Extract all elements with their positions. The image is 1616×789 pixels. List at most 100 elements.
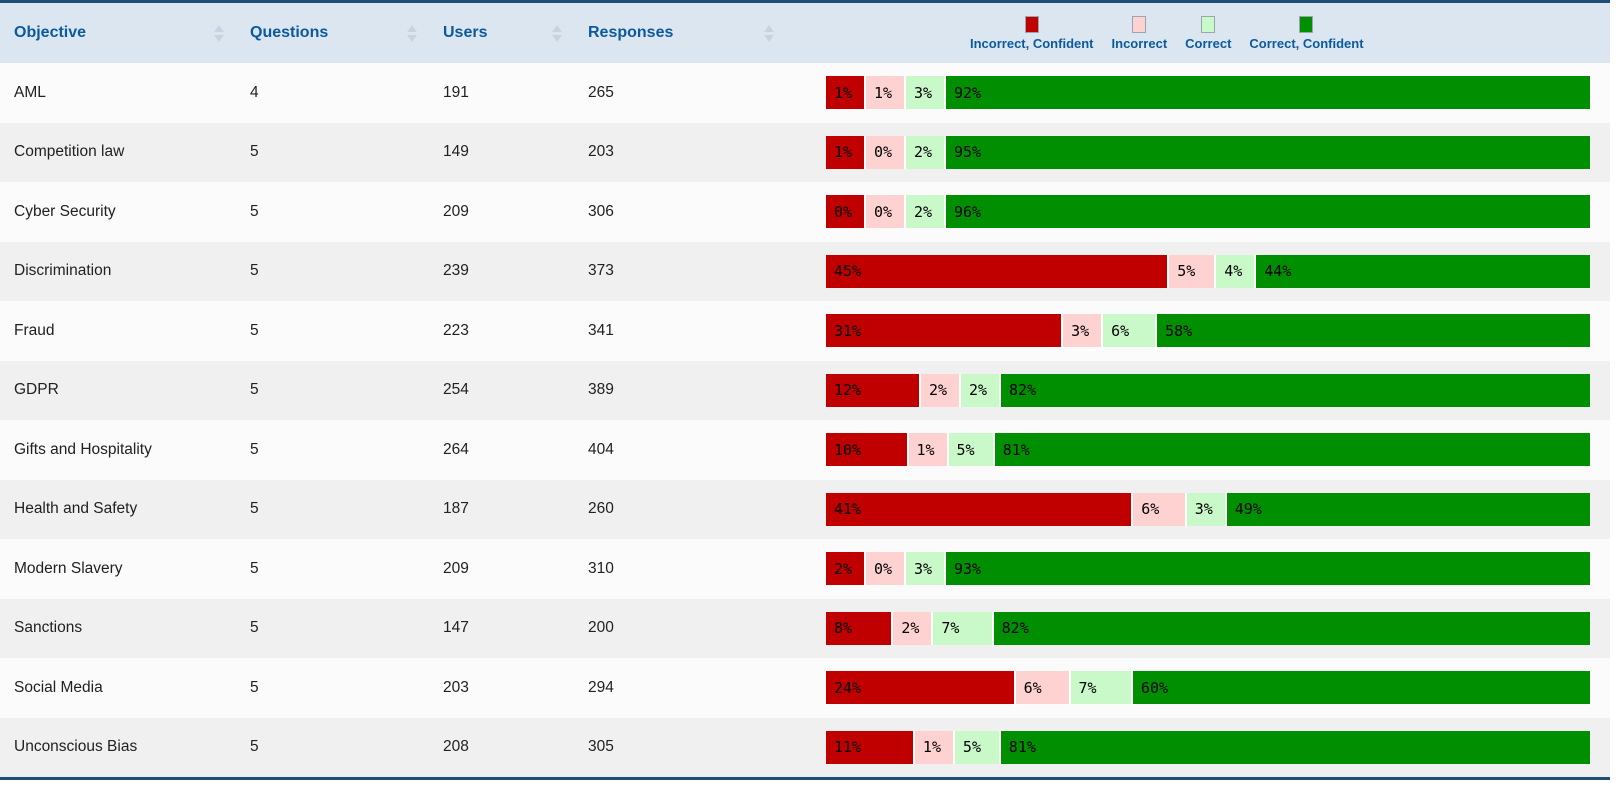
- questions-cell: 5: [250, 500, 259, 518]
- bar-segment: 6%: [1015, 671, 1071, 705]
- table-row: GDPR 5 254 389 12% 2% 2% 82%: [0, 360, 1610, 420]
- table-row: Competition law 5 149 203 1% 0% 2% 95%: [0, 122, 1610, 182]
- objective-cell: Sanctions: [14, 619, 83, 637]
- users-cell: 203: [443, 678, 469, 696]
- bar-segment: 1%: [826, 135, 866, 169]
- responses-cell: 260: [588, 500, 614, 518]
- bar-segment: 81%: [1000, 730, 1590, 764]
- objective-cell: Unconscious Bias: [14, 738, 138, 756]
- legend-swatch-icon: [1024, 15, 1039, 33]
- column-label-questions: Questions: [250, 24, 329, 41]
- bar-segment: 8%: [826, 611, 894, 645]
- table-row: Health and Safety 5 187 260 41% 6% 3% 49%: [0, 479, 1610, 539]
- bar-segment: 24%: [826, 671, 1016, 705]
- objective-cell: Social Media: [14, 678, 103, 696]
- objective-cell: AML: [14, 83, 46, 101]
- table-row: Cyber Security 5 209 306 0% 0% 2% 96%: [0, 182, 1610, 242]
- column-header-questions[interactable]: Questions: [250, 24, 443, 42]
- legend-item: Incorrect, Confident: [970, 15, 1094, 51]
- bar-segment: 2%: [961, 373, 1002, 407]
- bar-segment: 45%: [826, 254, 1170, 288]
- table-row: AML 4 191 265 1% 1% 3% 92%: [0, 63, 1610, 123]
- bar-segment: 1%: [914, 730, 955, 764]
- objective-cell: Gifts and Hospitality: [14, 440, 152, 458]
- bar-segment: 1%: [908, 433, 949, 467]
- bar-segment: 6%: [1133, 492, 1187, 526]
- bar-segment: 5%: [954, 730, 1001, 764]
- legend-swatch-icon: [1132, 15, 1147, 33]
- column-header-responses[interactable]: Responses: [588, 24, 800, 42]
- bar-segment: 41%: [826, 492, 1134, 526]
- bar-segment: 12%: [826, 373, 922, 407]
- bar-segment: 58%: [1157, 314, 1590, 348]
- bar-segment: 44%: [1256, 254, 1590, 288]
- bar-segment: 5%: [948, 433, 995, 467]
- column-header-users[interactable]: Users: [443, 24, 588, 42]
- questions-cell: 5: [250, 381, 259, 399]
- objective-cell: GDPR: [14, 381, 59, 399]
- bar-segment: 2%: [906, 195, 946, 229]
- bar-segment: 0%: [866, 135, 906, 169]
- questions-cell: 5: [250, 321, 259, 339]
- responses-cell: 203: [588, 143, 614, 161]
- sort-arrows-icon[interactable]: [407, 24, 417, 42]
- bar-segment: 95%: [946, 135, 1590, 169]
- table-row: Modern Slavery 5 209 310 2% 0% 3% 93%: [0, 539, 1610, 599]
- questions-cell: 5: [250, 678, 259, 696]
- legend-label: Correct, Confident: [1249, 35, 1364, 51]
- questions-cell: 5: [250, 619, 259, 637]
- stacked-bar-cell: 45% 5% 4% 44%: [800, 254, 1610, 288]
- users-cell: 254: [443, 381, 469, 399]
- sort-arrows-icon[interactable]: [552, 24, 562, 42]
- column-header-objective[interactable]: Objective: [0, 24, 250, 42]
- objective-cell: Cyber Security: [14, 202, 116, 220]
- bar-segment: 0%: [866, 195, 906, 229]
- bar-segment: 2%: [906, 135, 946, 169]
- questions-cell: 5: [250, 202, 259, 220]
- bar-segment: 3%: [1063, 314, 1104, 348]
- stacked-bar-cell: 2% 0% 3% 93%: [800, 552, 1610, 586]
- questions-cell: 5: [250, 559, 259, 577]
- stacked-bar: 0% 0% 2% 96%: [826, 195, 1590, 229]
- bar-segment: 1%: [826, 76, 866, 110]
- stacked-bar: 41% 6% 3% 49%: [826, 492, 1590, 526]
- stacked-bar: 10% 1% 5% 81%: [826, 433, 1590, 467]
- questions-cell: 5: [250, 440, 259, 458]
- responses-cell: 404: [588, 440, 614, 458]
- users-cell: 187: [443, 500, 469, 518]
- stacked-bar: 1% 1% 3% 92%: [826, 76, 1590, 110]
- questions-cell: 4: [250, 83, 259, 101]
- column-label-objective: Objective: [14, 24, 87, 41]
- bar-segment: 1%: [866, 76, 906, 110]
- stacked-bar-cell: 10% 1% 5% 81%: [800, 433, 1610, 467]
- sort-arrows-icon[interactable]: [764, 24, 774, 42]
- bar-segment: 10%: [826, 433, 909, 467]
- responses-cell: 389: [588, 381, 614, 399]
- objective-cell: Discrimination: [14, 262, 112, 280]
- stacked-bar: 8% 2% 7% 82%: [826, 611, 1591, 645]
- users-cell: 147: [443, 619, 469, 637]
- table-header: Objective Questions Users Responses Inco…: [0, 3, 1610, 63]
- stacked-bar: 45% 5% 4% 44%: [826, 254, 1590, 288]
- responses-cell: 200: [588, 619, 614, 637]
- bar-segment: 49%: [1226, 492, 1590, 526]
- stacked-bar-cell: 8% 2% 7% 82%: [800, 611, 1610, 645]
- stacked-bar-cell: 11% 1% 5% 81%: [800, 730, 1610, 764]
- responses-cell: 310: [588, 559, 614, 577]
- table-body: AML 4 191 265 1% 1% 3% 92% Competition law …: [0, 63, 1610, 777]
- stacked-bar: 12% 2% 2% 82%: [826, 373, 1590, 407]
- chart-legend: Incorrect, Confident Incorrect Correct C…: [970, 15, 1364, 51]
- sort-arrows-icon[interactable]: [214, 24, 224, 42]
- stacked-bar-cell: 31% 3% 6% 58%: [800, 314, 1610, 348]
- column-label-users: Users: [443, 24, 488, 41]
- bar-segment: 0%: [826, 195, 866, 229]
- bar-segment: 2%: [893, 611, 934, 645]
- stacked-bar: 1% 0% 2% 95%: [826, 135, 1590, 169]
- objective-cell: Health and Safety: [14, 500, 138, 518]
- legend-item: Correct: [1185, 15, 1231, 51]
- bar-segment: 31%: [826, 314, 1064, 348]
- legend-swatch-icon: [1201, 15, 1216, 33]
- bar-segment: 0%: [866, 552, 906, 586]
- column-label-responses: Responses: [588, 24, 674, 41]
- column-header-chart: Incorrect, Confident Incorrect Correct C…: [800, 15, 1610, 51]
